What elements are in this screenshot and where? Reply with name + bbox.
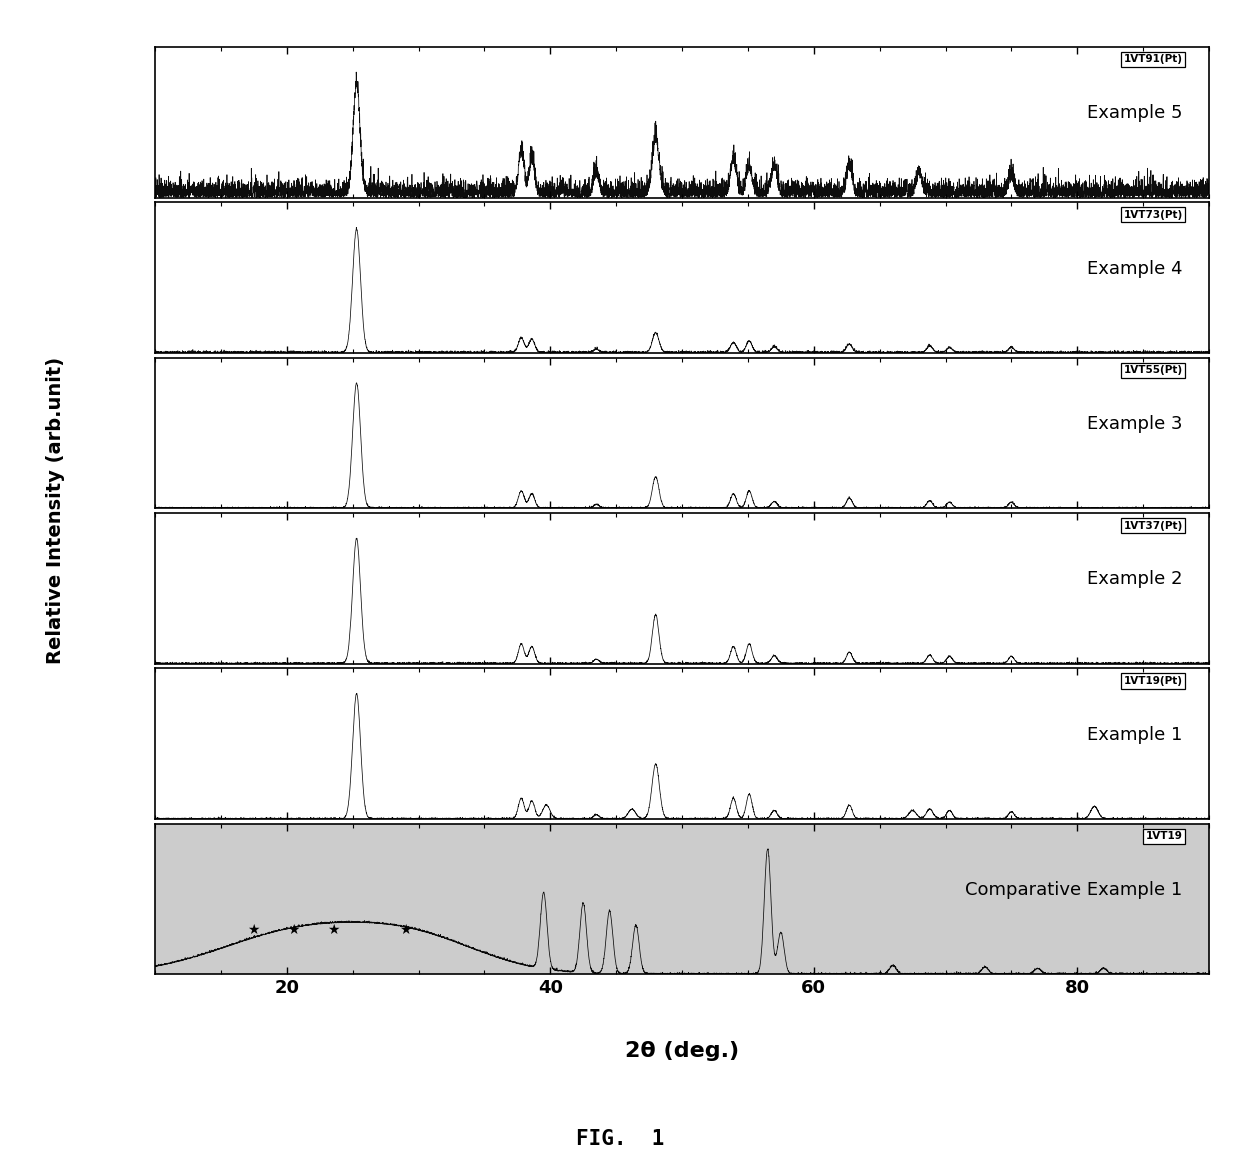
Text: ★: ★	[248, 923, 260, 937]
Text: 1VT73(Pt): 1VT73(Pt)	[1123, 210, 1183, 220]
Text: 1VT19(Pt): 1VT19(Pt)	[1123, 676, 1183, 686]
Text: ★: ★	[288, 923, 300, 937]
Text: 1VT91(Pt): 1VT91(Pt)	[1123, 54, 1183, 65]
Text: ★: ★	[326, 923, 339, 937]
Text: Relative Intensity (arb.unit): Relative Intensity (arb.unit)	[46, 357, 66, 664]
Text: 2θ (deg.): 2θ (deg.)	[625, 1040, 739, 1061]
Text: Comparative Example 1: Comparative Example 1	[966, 880, 1183, 899]
Text: Example 2: Example 2	[1087, 571, 1183, 588]
Text: 1VT37(Pt): 1VT37(Pt)	[1123, 520, 1183, 531]
Text: Example 3: Example 3	[1087, 414, 1183, 433]
Text: Example 5: Example 5	[1087, 104, 1183, 122]
Text: 1VT19: 1VT19	[1146, 831, 1183, 842]
Text: ★: ★	[399, 923, 412, 937]
Text: Example 1: Example 1	[1087, 726, 1183, 743]
Text: Example 4: Example 4	[1087, 259, 1183, 277]
Text: FIG.  1: FIG. 1	[575, 1128, 665, 1149]
Text: 1VT55(Pt): 1VT55(Pt)	[1123, 365, 1183, 376]
